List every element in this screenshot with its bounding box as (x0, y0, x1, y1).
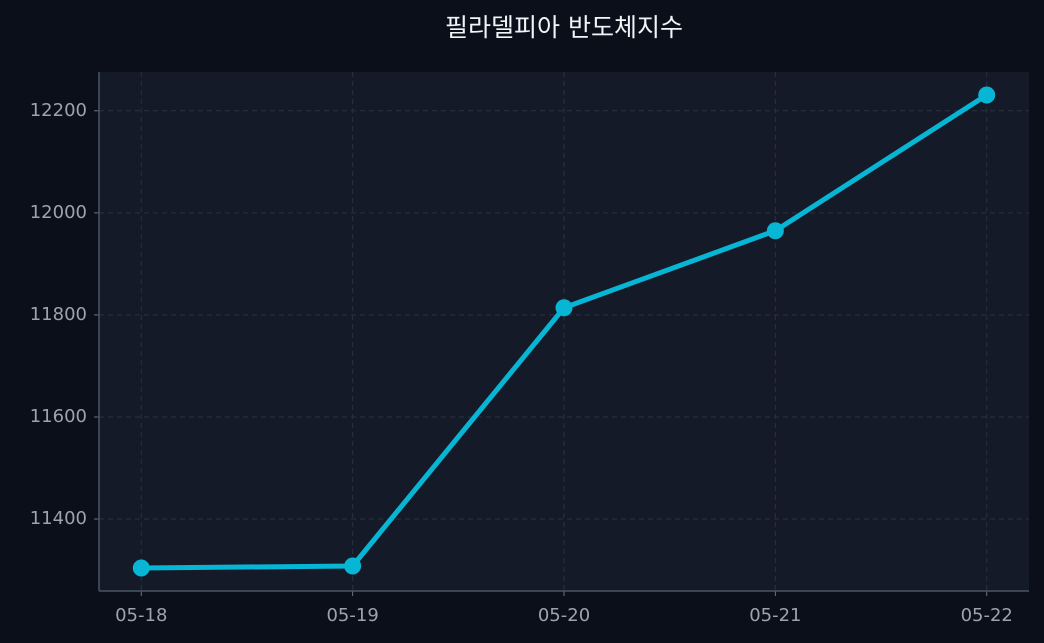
x-tick-label: 05-22 (961, 605, 1013, 626)
y-tick-label: 11800 (30, 304, 87, 325)
y-tick-label: 12200 (30, 100, 87, 121)
x-tick-label: 05-21 (749, 605, 801, 626)
marker (978, 86, 996, 104)
y-tick-label: 11400 (30, 508, 87, 529)
marker (555, 299, 573, 317)
x-tick-label: 05-19 (326, 605, 378, 626)
y-tick-label: 11600 (30, 406, 87, 427)
marker (766, 222, 784, 240)
marker (344, 557, 362, 575)
chart-title: 필라델피아 반도체지수 (445, 13, 683, 42)
x-tick-label: 05-20 (538, 605, 590, 626)
marker (132, 559, 150, 577)
y-tick-label: 12000 (30, 202, 87, 223)
x-tick-label: 05-18 (115, 605, 167, 626)
